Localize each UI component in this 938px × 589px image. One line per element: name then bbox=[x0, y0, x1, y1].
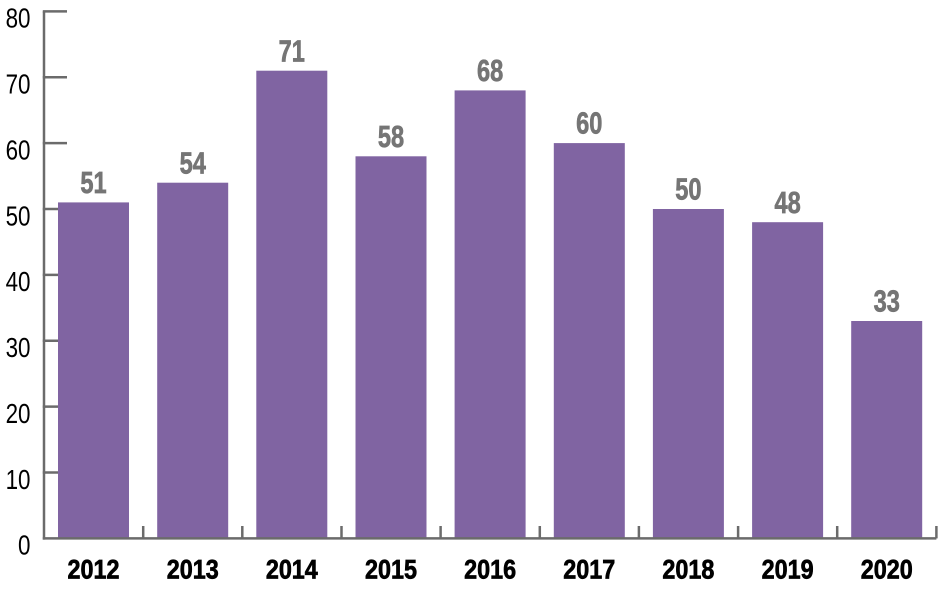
svg-text:33: 33 bbox=[874, 284, 900, 319]
svg-text:54: 54 bbox=[180, 145, 207, 180]
svg-text:2018: 2018 bbox=[662, 555, 714, 584]
svg-text:2014: 2014 bbox=[266, 555, 318, 584]
svg-text:2015: 2015 bbox=[365, 555, 417, 584]
svg-text:48: 48 bbox=[774, 185, 800, 220]
svg-text:58: 58 bbox=[378, 119, 404, 154]
svg-text:50: 50 bbox=[675, 172, 701, 207]
svg-text:2017: 2017 bbox=[563, 555, 615, 584]
svg-text:2020: 2020 bbox=[861, 555, 913, 584]
svg-text:2013: 2013 bbox=[167, 555, 219, 584]
svg-text:68: 68 bbox=[477, 53, 503, 88]
svg-text:50: 50 bbox=[6, 201, 31, 232]
svg-text:70: 70 bbox=[6, 69, 31, 100]
svg-text:0: 0 bbox=[18, 530, 30, 561]
svg-text:30: 30 bbox=[6, 333, 31, 364]
svg-text:2012: 2012 bbox=[68, 555, 120, 584]
svg-text:60: 60 bbox=[576, 106, 602, 141]
svg-text:71: 71 bbox=[279, 33, 305, 68]
svg-text:60: 60 bbox=[6, 135, 31, 166]
svg-text:2019: 2019 bbox=[762, 555, 814, 584]
svg-text:10: 10 bbox=[6, 465, 31, 496]
svg-text:2016: 2016 bbox=[464, 555, 516, 584]
svg-text:40: 40 bbox=[6, 267, 31, 298]
svg-text:51: 51 bbox=[80, 165, 106, 200]
svg-text:80: 80 bbox=[6, 3, 31, 34]
svg-text:20: 20 bbox=[6, 399, 31, 430]
